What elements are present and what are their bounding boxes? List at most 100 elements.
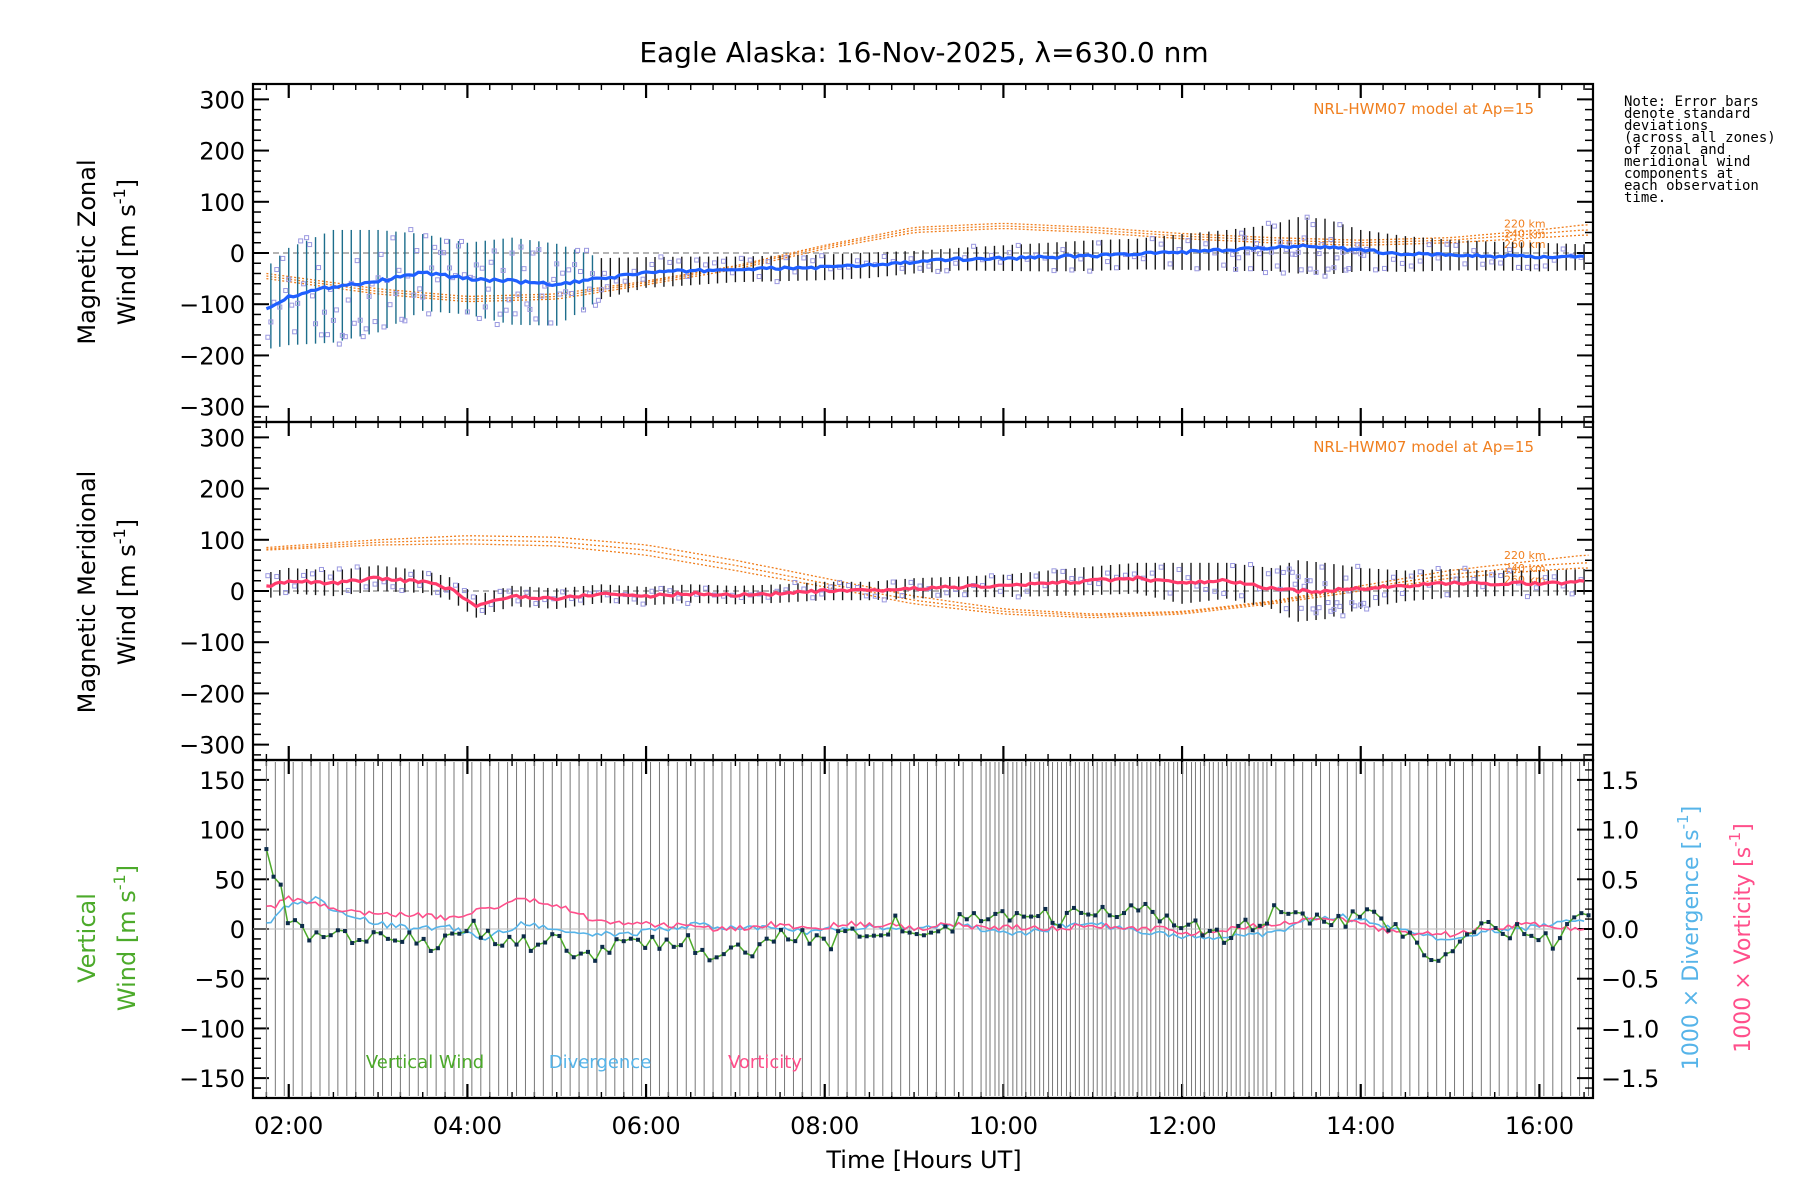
zonal-zone-point [1096,240,1102,246]
meridional-zone-point [1444,592,1450,598]
vertical-wind-marker [586,949,590,954]
zonal-zone-point [1304,214,1310,220]
vertical-wind-marker [1114,915,1119,920]
zonal-zone-point [500,267,506,273]
meridional-zone-point [1349,600,1355,606]
vertical-wind-marker [343,929,348,934]
vertical-wind-marker [1164,913,1169,918]
zonal-zone-point [997,259,1003,265]
zonal-zone-point [1462,261,1468,267]
zonal-zone-point [423,233,429,239]
vertical-wind-marker [600,944,605,949]
meridional-zone-point [1382,592,1388,598]
zonal-zone-point [402,318,408,324]
vertical-wind-marker [628,936,633,941]
zonal-zone-point [575,247,581,253]
meridional-zone-point [1361,600,1367,606]
zonal-zone-point [530,250,536,256]
vertical-exposure-lines [265,762,1590,1096]
y2-tick-label: 0.5 [1601,866,1639,894]
zonal-model-alt-label: 220 km [1504,217,1546,230]
zonal-zone-point [1236,255,1242,261]
note-line: time. [1624,190,1667,206]
vertical-wind-marker [1122,911,1126,916]
zonal-zone-point [354,258,360,264]
vertical-wind-panel: 150 100 50 0 −50 −100 −150 1.5 1.0 0.5 0.0 −0.5 −1.0… [179,758,1659,1100]
zonal-zone-point [313,321,319,327]
zonal-zone-point [298,238,304,244]
zonal-zone-point [417,286,423,292]
meridional-model-label: NRL-HWM07 model at Ap=15 [1313,438,1534,456]
zonal-zone-point [738,255,744,261]
meridional-zone-point [578,597,584,603]
divergence-line [266,895,1585,941]
meridional-zone-point [1352,603,1358,609]
vertical-wind-marker [971,911,976,916]
vertical-wind-marker [1507,936,1512,941]
meridional-zone-point [1313,610,1319,616]
vertical-wind-marker [843,929,848,934]
meridional-zone-point [863,593,869,599]
vertical-wind-marker [521,934,526,939]
zonal-zone-point [1334,255,1340,261]
zonal-zone-point [274,267,280,273]
zonal-zone-point [729,270,735,276]
zonal-ylabel-line1: Magnetic Zonal [73,159,101,344]
zonal-zone-point [566,267,572,273]
vertical-wind-marker [1443,952,1448,957]
meridional-zone-point [1105,570,1111,576]
vertical-wind-marker [564,948,569,953]
meridional-zone-point [1096,581,1102,587]
meridional-ylabel-line1: Magnetic Meridional [73,471,101,714]
zonal-zone-point [953,260,959,266]
vertical-ylabel: Vertical Wind [m s-1] [73,865,141,1011]
zonal-zone-point [881,253,887,259]
vertical-wind-marker [1307,921,1312,926]
zonal-zone-point [1516,264,1522,270]
zonal-zone-point [1361,252,1367,258]
meridional-zone-point [524,589,530,595]
meridional-zone-point [1069,576,1075,582]
meridional-zone-point [631,596,637,602]
zonal-zone-point [482,304,488,310]
meridional-zone-point [1304,578,1310,584]
vertical-wind-marker [836,929,841,934]
vorticity-line [266,895,1585,938]
zonal-zone-point [944,268,950,274]
vertical-wind-marker [636,937,641,942]
zonal-zone-point [712,260,718,266]
zonal-zone-point [631,268,637,274]
meridional-zone-point [1373,595,1379,601]
vertical-wind-marker [1400,934,1405,939]
zonal-zone-point [441,250,447,256]
zonal-zone-point [765,259,771,265]
zonal-zone-point [393,291,399,297]
vertical-wind-marker [393,938,398,943]
vertical-wind-marker [1472,930,1477,935]
meridional-zone-point [1015,594,1021,600]
zonal-zone-point [1078,256,1084,262]
legend-vertical-wind: Vertical Wind [366,1052,484,1073]
zonal-zone-point [1355,242,1361,248]
zonal-zone-point [578,268,584,274]
meridional-zone-point [1331,606,1337,612]
vertical-wind-marker [400,939,405,944]
meridional-zone-point [1274,568,1280,574]
vertical-wind-marker [450,931,455,936]
zonal-zone-point [899,265,905,271]
x-tick-label: 10:00 [969,1112,1038,1140]
vertical-wind-marker [1064,910,1069,915]
vertical-wind-marker [857,934,862,939]
vertical-wind-marker [514,942,519,947]
meridional-zone-point [1131,571,1137,577]
zonal-zone-point [536,247,542,253]
zonal-zone-point [458,238,464,244]
zonal-zone-point [1245,250,1251,256]
zonal-zone-point [509,250,515,256]
vertical-wind-marker [1172,923,1177,928]
meridional-zone-point [1310,606,1316,612]
vertical-ytick-label: 50 [214,866,245,894]
zonal-zone-point [1471,248,1477,254]
meridional-zone-point [872,593,878,599]
zonal-zone-point [917,265,923,271]
